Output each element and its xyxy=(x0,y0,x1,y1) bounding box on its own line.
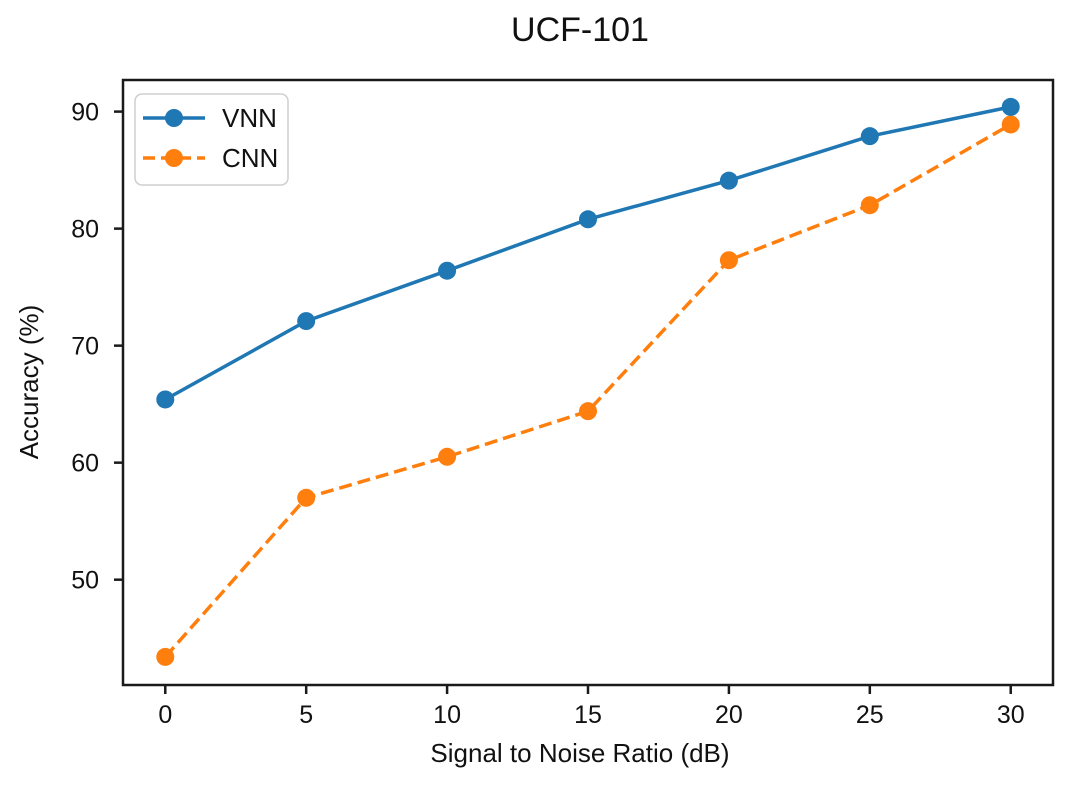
legend-vnn-label: VNN xyxy=(222,103,277,133)
legend-item-cnn: CNN xyxy=(143,143,278,173)
series-cnn-marker xyxy=(156,647,175,666)
series-cnn-marker xyxy=(438,447,457,466)
series-vnn-marker xyxy=(719,171,738,190)
series-cnn-marker xyxy=(1001,115,1020,134)
x-tick-label: 30 xyxy=(997,701,1025,729)
legend-item-vnn: VNN xyxy=(143,103,277,133)
x-tick-label: 10 xyxy=(433,701,461,729)
legend-cnn-label: CNN xyxy=(222,143,278,173)
series-cnn-marker xyxy=(579,402,597,421)
series-cnn-line xyxy=(163,122,1012,659)
legend: VNN CNN xyxy=(134,93,289,186)
series-vnn-marker xyxy=(156,390,175,409)
y-tick-label: 60 xyxy=(71,450,99,478)
x-axis-label: Signal to Noise Ratio (dB) xyxy=(430,738,729,768)
y-tick-label: 70 xyxy=(71,333,99,361)
chart-title: UCF-101 xyxy=(511,11,649,49)
legend-vnn-marker-icon xyxy=(165,109,183,127)
x-tick-label: 25 xyxy=(856,701,884,729)
y-axis-label: Accuracy (%) xyxy=(14,305,44,460)
y-tick-label: 50 xyxy=(71,567,99,595)
series-cnn-marker xyxy=(860,196,879,215)
y-tick-label: 80 xyxy=(71,216,99,244)
x-tick-label: 0 xyxy=(158,701,172,729)
x-tick-label: 5 xyxy=(299,701,313,729)
x-tick-label: 20 xyxy=(715,701,743,729)
y-tick-label: 90 xyxy=(71,99,99,127)
series-vnn-marker xyxy=(438,261,457,280)
series-vnn-marker xyxy=(1001,97,1020,116)
series-cnn-marker xyxy=(719,251,738,270)
series-cnn-marker xyxy=(297,488,316,507)
plot-area: 0 5 10 15 20 25 30 50 60 70 80 90 xyxy=(71,78,1055,729)
legend-cnn-marker-icon xyxy=(165,149,183,167)
x-tick-label: 15 xyxy=(574,701,602,729)
series-vnn-line xyxy=(164,105,1012,402)
series-vnn-marker xyxy=(297,312,316,331)
series-vnn-marker xyxy=(579,210,597,229)
series-vnn-marker xyxy=(860,127,879,146)
